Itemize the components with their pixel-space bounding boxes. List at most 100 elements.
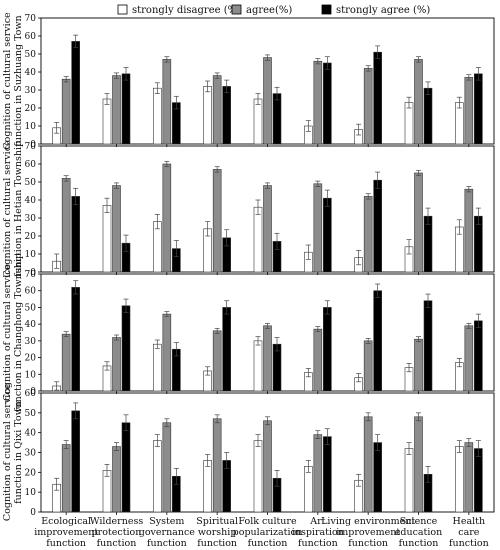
bar-strongly-agree bbox=[222, 307, 231, 392]
y-tick-label: 10 bbox=[25, 122, 37, 132]
x-category-label: Spiritual worship function bbox=[196, 516, 238, 549]
x-category-label-line: function bbox=[248, 538, 288, 549]
y-tick-label: 20 bbox=[25, 468, 37, 478]
legend-swatch bbox=[231, 4, 242, 15]
x-category-label-line: function bbox=[46, 538, 86, 549]
y-tick-label: 60 bbox=[25, 287, 37, 297]
y-tick-label: 50 bbox=[25, 409, 37, 419]
bar-agree bbox=[112, 446, 121, 513]
bar-strongly-agree bbox=[121, 305, 131, 392]
y-tick-label: 40 bbox=[25, 68, 37, 78]
bar-strongly-agree bbox=[323, 197, 332, 273]
y-tick-label: 40 bbox=[25, 196, 37, 206]
bar-agree bbox=[414, 338, 423, 392]
bar-agree bbox=[414, 416, 423, 513]
y-axis-label: Cognition of cultural servicefunction in… bbox=[2, 383, 24, 521]
legend-swatch bbox=[321, 4, 332, 15]
y-tick-label: 30 bbox=[25, 449, 37, 459]
x-category-label-line: function bbox=[197, 538, 237, 549]
bar-agree bbox=[363, 416, 373, 513]
bar-agree bbox=[464, 188, 474, 273]
bar-agree bbox=[464, 442, 474, 513]
bar-strongly-disagree bbox=[253, 440, 263, 513]
bar-agree bbox=[263, 325, 272, 392]
bar-agree bbox=[313, 183, 323, 273]
y-axis-label-line: Cognition of cultural service bbox=[2, 140, 13, 278]
x-category-label-line: worship bbox=[198, 527, 237, 538]
x-category-label: Art inspiration function bbox=[292, 516, 344, 549]
y-axis-label-line: function in Suzhuang Town bbox=[13, 15, 24, 146]
bar-agree bbox=[212, 418, 222, 513]
y-tick-label: 60 bbox=[25, 389, 37, 399]
y-tick-label: 10 bbox=[25, 250, 37, 260]
bar-agree bbox=[112, 75, 121, 145]
y-tick-label: 50 bbox=[25, 178, 37, 188]
bar-strongly-agree bbox=[423, 300, 433, 392]
bar-strongly-agree bbox=[222, 86, 231, 145]
x-category-label-line: protection bbox=[92, 527, 142, 538]
x-category-label: System governance function bbox=[139, 516, 196, 549]
y-tick-label: 10 bbox=[25, 488, 37, 498]
x-category-label-line: inspiration bbox=[292, 527, 344, 538]
bar-strongly-disagree bbox=[455, 446, 464, 513]
x-category-label-line: Ecological bbox=[41, 516, 91, 527]
bar-agree bbox=[363, 340, 373, 392]
x-category-label-line: governance bbox=[139, 527, 196, 538]
y-tick-label: 10 bbox=[25, 370, 37, 380]
bar-agree bbox=[212, 75, 222, 145]
y-tick-label: 30 bbox=[25, 214, 37, 224]
y-axis-label: Cognition of cultural servicefunction in… bbox=[2, 253, 24, 412]
bar-strongly-agree bbox=[474, 73, 483, 145]
bar-strongly-disagree bbox=[102, 98, 112, 145]
bar-agree bbox=[363, 68, 373, 145]
bar-agree bbox=[112, 185, 121, 273]
x-category-label-line: function bbox=[298, 538, 338, 549]
x-category-label-line: popularization bbox=[233, 527, 303, 538]
bar-strongly-disagree bbox=[404, 102, 414, 145]
bar-agree bbox=[162, 313, 172, 392]
legend-label: strongly disagree (%) bbox=[132, 5, 241, 16]
bar-strongly-agree bbox=[323, 62, 332, 145]
bar-agree bbox=[61, 333, 71, 392]
y-tick-label: 70 bbox=[25, 270, 37, 280]
x-category-label-line: Folk culture bbox=[238, 516, 297, 527]
x-category-label: Health care function bbox=[449, 516, 489, 549]
y-axis-label-line: Cognition of cultural service bbox=[2, 383, 13, 521]
y-tick-label: 70 bbox=[25, 14, 37, 24]
bar-strongly-disagree bbox=[203, 86, 212, 145]
bar-agree bbox=[414, 59, 423, 145]
bar-strongly-disagree bbox=[253, 98, 263, 145]
x-category-label-line: function bbox=[348, 538, 388, 549]
legend-label: agree(%) bbox=[246, 5, 292, 16]
bar-strongly-agree bbox=[474, 448, 483, 513]
bar-agree bbox=[162, 163, 172, 273]
legend-swatch bbox=[117, 4, 128, 15]
y-axis-label-line: function in Changhong Township bbox=[13, 253, 24, 412]
x-category-label-line: Science bbox=[400, 516, 438, 527]
bar-agree bbox=[313, 434, 323, 513]
bar-strongly-disagree bbox=[304, 466, 313, 513]
y-tick-label: 20 bbox=[25, 354, 37, 364]
x-category-label-line: Art bbox=[309, 516, 325, 527]
bar-strongly-agree bbox=[423, 87, 433, 145]
x-category-label-line: improvement bbox=[336, 527, 400, 538]
bar-strongly-disagree bbox=[404, 448, 414, 513]
bar-strongly-disagree bbox=[253, 340, 263, 392]
bar-strongly-disagree bbox=[203, 460, 212, 513]
x-category-label-line: improvement bbox=[34, 527, 98, 538]
x-category-label: Living environment improvement function bbox=[321, 516, 415, 549]
bar-strongly-agree bbox=[474, 320, 483, 392]
y-tick-label: 60 bbox=[25, 32, 37, 42]
bar-agree bbox=[464, 77, 474, 145]
bar-strongly-agree bbox=[121, 73, 131, 145]
y-tick-label: 20 bbox=[25, 104, 37, 114]
x-category-label-line: System bbox=[149, 516, 184, 527]
x-category-label-line: Wilderness bbox=[90, 516, 144, 527]
y-tick-label: 0 bbox=[30, 508, 36, 518]
x-category-label-line: Spiritual bbox=[196, 516, 238, 527]
x-category-label-line: function bbox=[399, 538, 439, 549]
y-tick-label: 20 bbox=[25, 232, 37, 242]
